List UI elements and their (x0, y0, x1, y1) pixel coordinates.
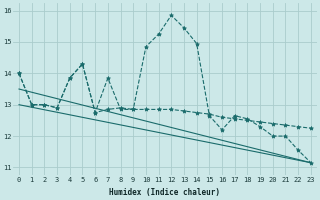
X-axis label: Humidex (Indice chaleur): Humidex (Indice chaleur) (109, 188, 220, 197)
